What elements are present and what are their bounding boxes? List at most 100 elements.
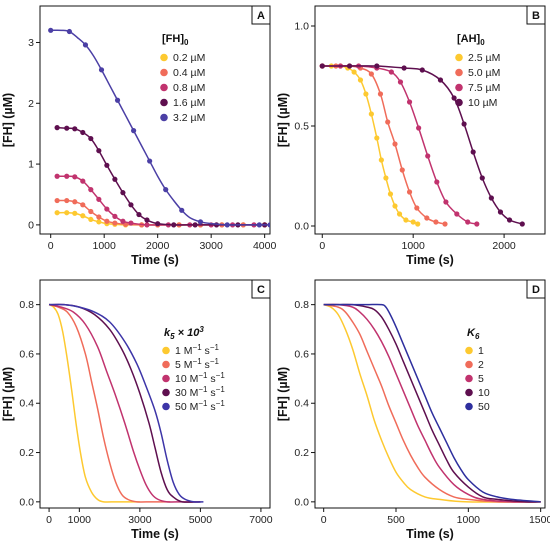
legend-swatch [455, 83, 463, 92]
panel-tag-box [526, 5, 546, 25]
data-point [392, 141, 398, 147]
data-point [88, 208, 94, 215]
x-tick-label: 7000 [249, 514, 273, 526]
legend-label: 7.5 µM [468, 82, 500, 94]
data-point [406, 189, 413, 195]
data-point [112, 213, 118, 219]
legend-label: 10 [478, 387, 490, 399]
legend-label: 0.8 µM [173, 82, 205, 94]
y-tick-label: 0.6 [19, 348, 34, 360]
plot-area [48, 27, 270, 228]
series-line [48, 303, 171, 503]
y-tick-label: 0.0 [294, 496, 309, 508]
data-point [406, 99, 413, 105]
y-tick-label: 0.2 [294, 447, 309, 459]
legend-swatch [162, 374, 170, 383]
data-point [374, 63, 380, 69]
series-line [322, 65, 419, 225]
data-point [479, 175, 485, 181]
data-point [267, 222, 270, 228]
y-tick-label: 0.0 [294, 221, 309, 233]
data-point [155, 221, 161, 227]
data-point [120, 218, 126, 224]
panel-tag-label: B [532, 10, 540, 22]
y-tick-label: 2 [28, 98, 34, 110]
series-line [57, 126, 265, 226]
data-point [377, 91, 384, 97]
data-point [256, 222, 262, 228]
data-point [144, 222, 150, 228]
legend-swatch [465, 388, 473, 397]
y-tick-label: 0.5 [294, 121, 309, 133]
legend-swatch [160, 68, 168, 77]
series-line [322, 65, 477, 225]
x-tick-label: 3000 [128, 514, 152, 526]
data-point [383, 175, 389, 181]
data-point [497, 209, 504, 215]
data-point [144, 217, 150, 223]
data-point [396, 211, 403, 217]
data-point [128, 202, 134, 208]
x-tick-label: 0 [46, 514, 52, 526]
panel-c: 0 1000 3000 5000 7000 0.0 0.2 0.4 0.6 0.8 Time (s)… [1, 279, 273, 541]
data-point [224, 222, 230, 228]
panel-tag-label: C [257, 284, 265, 296]
data-point [416, 125, 422, 131]
series-line [49, 303, 204, 503]
data-point [415, 221, 421, 227]
legend-title: [AH]0 [457, 33, 485, 47]
data-point [470, 149, 476, 155]
data-point [98, 67, 105, 73]
data-point [451, 95, 457, 101]
data-point [392, 203, 398, 209]
data-point [96, 219, 102, 225]
data-point [88, 216, 94, 223]
y-tick-label: 0.4 [294, 398, 309, 410]
data-point [374, 135, 380, 141]
data-point [88, 187, 94, 193]
plot-frame [39, 279, 271, 509]
plot-area [323, 303, 541, 503]
legend-label: 0.4 µM [173, 67, 205, 79]
data-point [179, 207, 185, 213]
data-point [442, 221, 448, 227]
x-tick-label: 0 [321, 514, 327, 526]
data-point [461, 121, 467, 127]
data-point [368, 71, 374, 77]
data-point [104, 206, 110, 212]
panel-tag-box [251, 5, 271, 25]
x-axis-label: Time (s) [131, 253, 179, 267]
y-tick-label: 0.8 [294, 299, 309, 311]
data-point [54, 125, 60, 131]
data-point [64, 173, 70, 179]
legend-label: 10 µM [468, 97, 497, 109]
series-line [322, 65, 446, 225]
panel-tag-label: D [532, 284, 540, 296]
y-axis-label: [FH] (µM) [276, 93, 290, 147]
legend-swatch [160, 113, 168, 122]
x-tick-label: 3000 [199, 240, 223, 252]
data-point [414, 205, 420, 211]
y-tick-label: 0.2 [19, 447, 34, 459]
panel-tag-label: A [257, 10, 265, 22]
x-tick-label: 500 [387, 514, 405, 526]
data-point [368, 111, 374, 117]
legend-swatch [162, 346, 170, 355]
data-point [48, 27, 54, 33]
legend-swatch [160, 53, 168, 62]
series-line [323, 303, 541, 503]
x-axis-label: Time (s) [406, 253, 454, 267]
legend-title: [FH]0 [162, 33, 189, 47]
x-tick-label: 1000 [457, 514, 481, 526]
x-tick-label: 2000 [492, 240, 516, 252]
data-point [397, 79, 404, 85]
data-point [434, 179, 440, 185]
x-tick-label: 4000 [253, 240, 277, 252]
legend-label: 1.6 µM [173, 97, 205, 109]
data-point [72, 174, 78, 180]
data-point [64, 210, 70, 216]
x-tick-label: 1000 [93, 240, 117, 252]
x-tick-label: 0 [48, 240, 54, 252]
panel-d: 0 500 1000 1500 0.0 0.2 0.4 0.6 0.8 Time (s) [FH] … [276, 279, 550, 541]
data-point [147, 158, 153, 164]
